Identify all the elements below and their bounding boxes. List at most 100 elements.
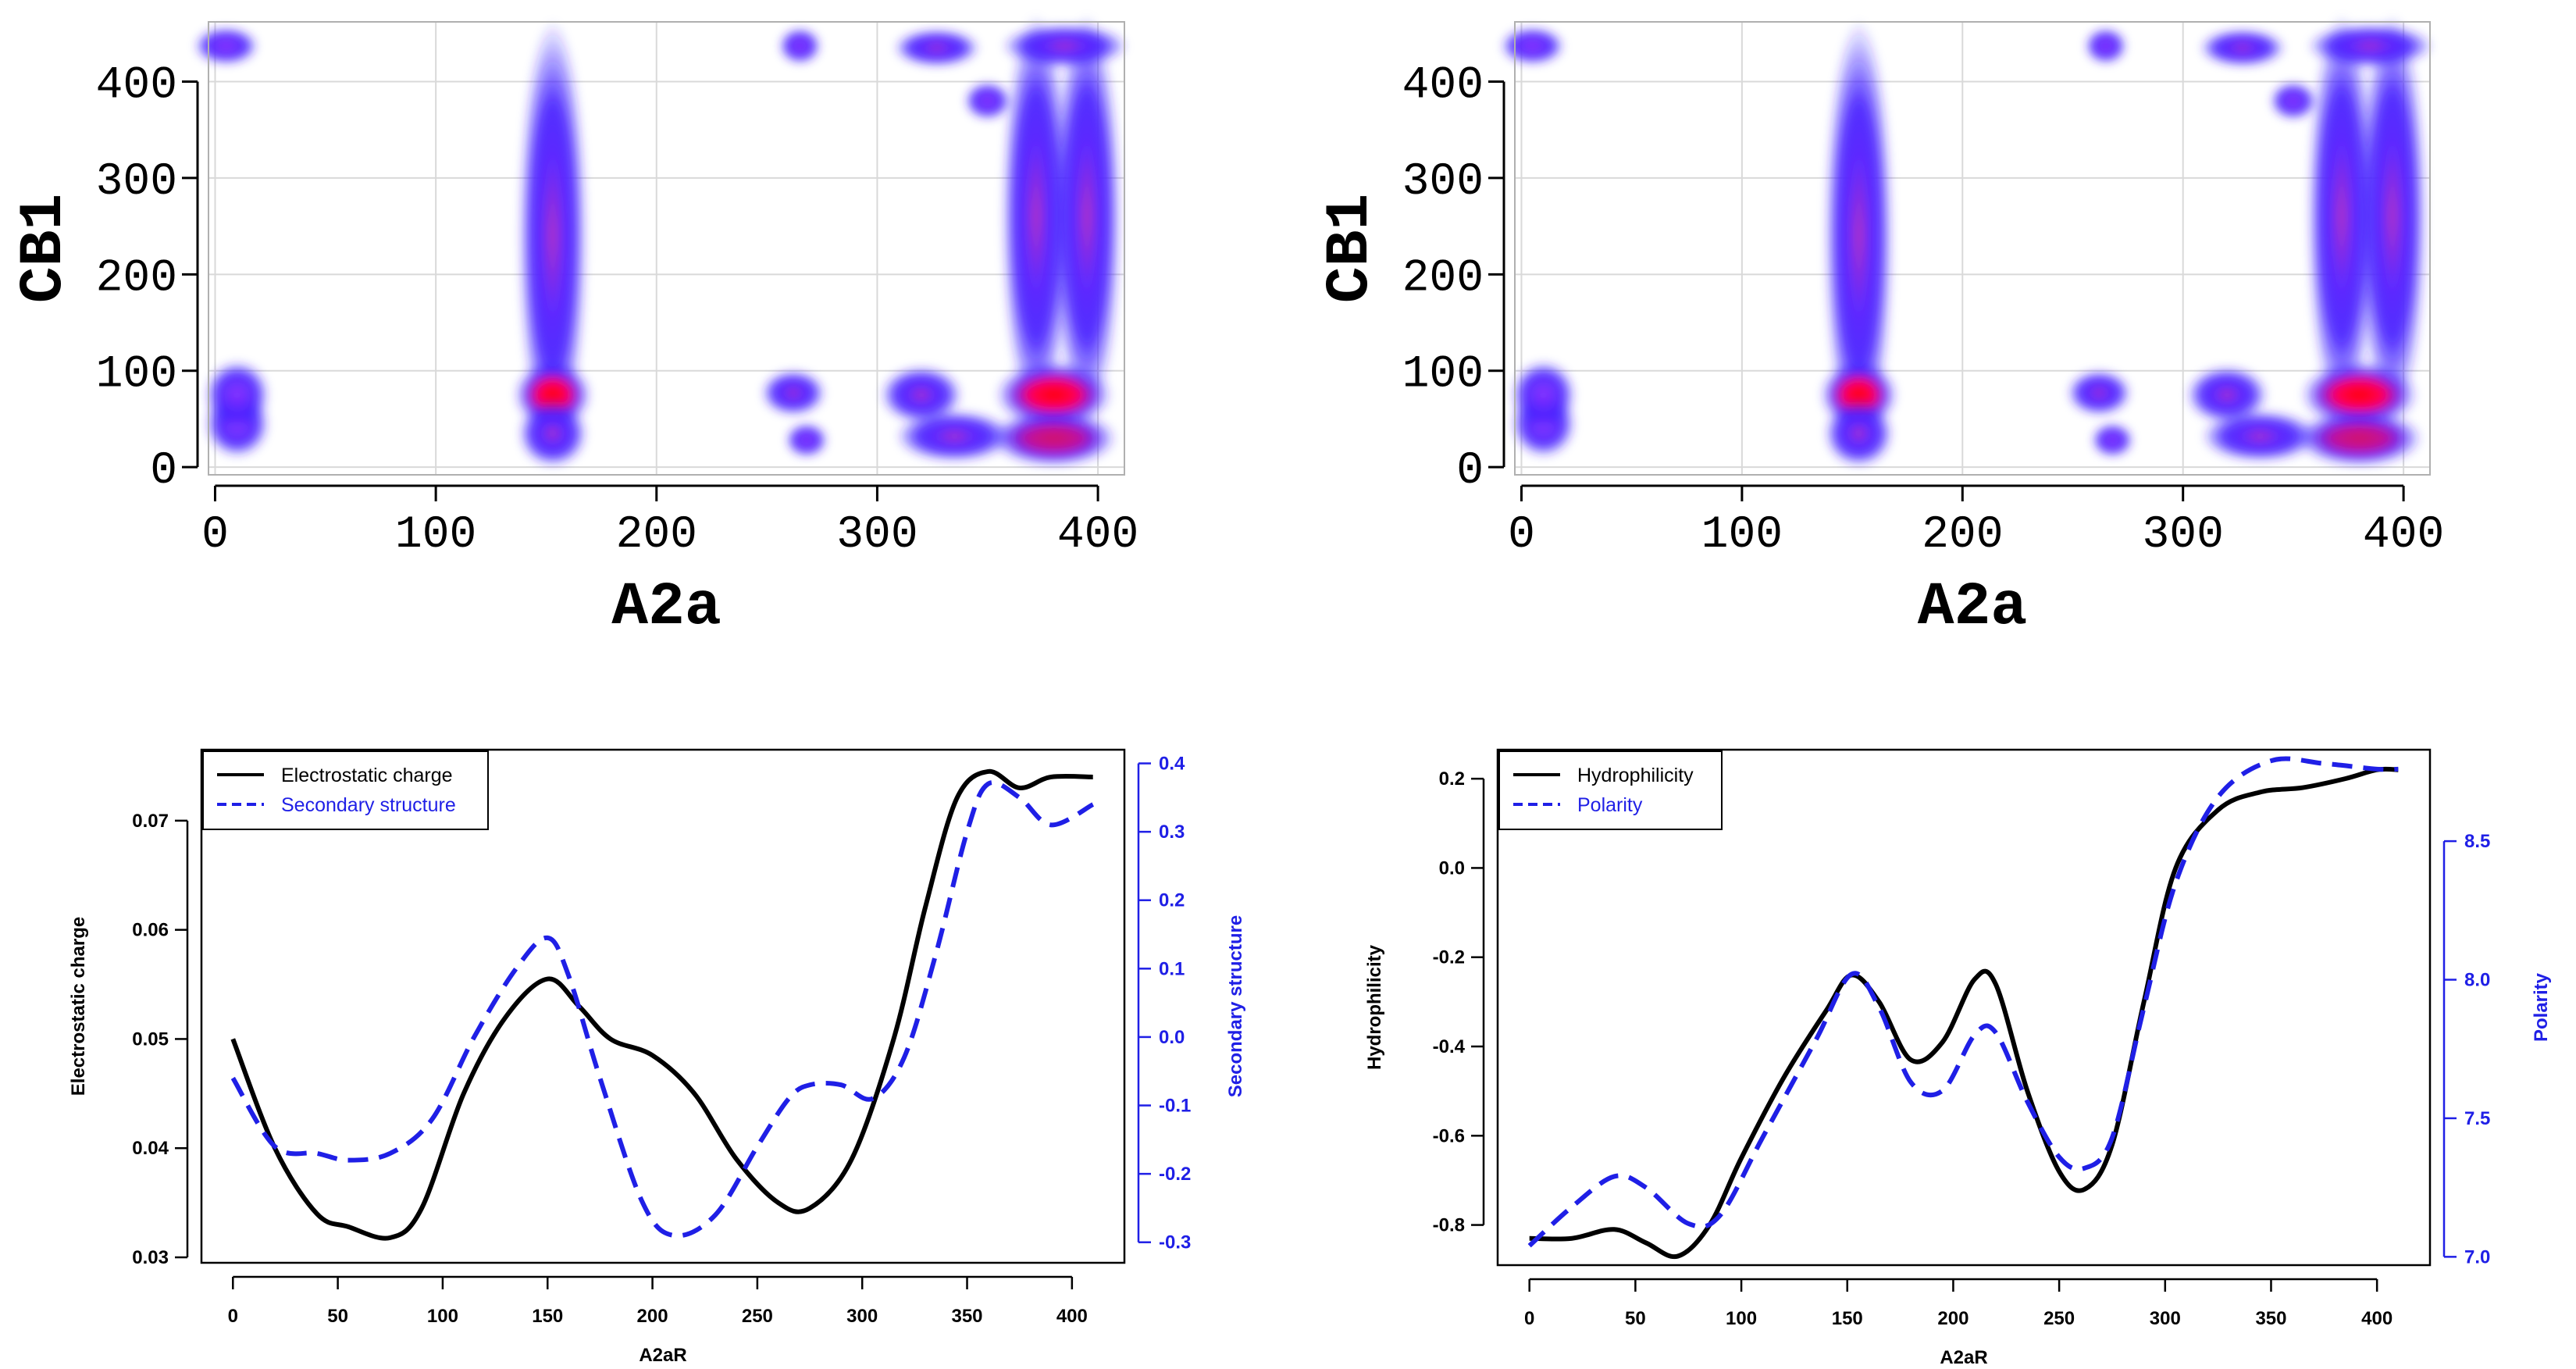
- y-right-axis-title: Polarity: [2531, 972, 2552, 1042]
- y-axis-title: CB1: [1317, 194, 1385, 303]
- x-axis-title: A2a: [611, 573, 721, 642]
- heatmap-warmspot: [2220, 40, 2264, 56]
- y-tick-label: -0.6: [1433, 1125, 1465, 1146]
- y-tick-label: 0.0: [1439, 857, 1465, 879]
- heatmap-warmspot: [914, 40, 959, 56]
- x-tick-label: 150: [1832, 1308, 1863, 1329]
- x-tick-label: 300: [836, 510, 917, 561]
- heatmap-warmspot: [1031, 36, 1099, 55]
- x-tick-label: 100: [427, 1306, 458, 1327]
- x-tick-label: 350: [951, 1306, 982, 1327]
- x-tick-label: 200: [637, 1306, 668, 1327]
- heatmap-warmspot: [536, 417, 570, 450]
- heatmap-cluster: [964, 82, 1011, 120]
- x-tick-label: 0: [1508, 510, 1535, 561]
- y-axis-title: Electrostatic charge: [68, 917, 89, 1096]
- y-right-tick-label: 7.5: [2464, 1108, 2490, 1129]
- heatmap-warmspot: [536, 109, 570, 362]
- heatmap-warmspot: [2325, 98, 2359, 334]
- heatmap-warmspot: [2083, 383, 2115, 403]
- plot-frame: [200, 748, 1126, 1264]
- y-right-tick-label: -0.2: [1159, 1164, 1191, 1185]
- x-tick-label: 400: [1057, 510, 1138, 561]
- y-tick-label: 400: [96, 61, 177, 112]
- x-axis-title: A2aR: [639, 1345, 686, 1366]
- heatmap-hotspot: [2311, 369, 2407, 420]
- legend-label: Hydrophilicity: [1577, 765, 1694, 786]
- heatmap-hotspot: [1002, 417, 1106, 459]
- heatmap-cluster: [1501, 27, 1565, 66]
- series-line-solid: [230, 768, 1093, 1241]
- x-tick-label: 50: [1625, 1308, 1646, 1329]
- y-tick-label: 300: [1402, 157, 1484, 208]
- legend-box: [202, 750, 489, 830]
- x-tick-label: 300: [846, 1306, 878, 1327]
- legend-label: Secondary structure: [281, 794, 456, 816]
- x-tick-label: 400: [1056, 1306, 1088, 1327]
- y-tick-label: 0.07: [132, 811, 169, 832]
- x-tick-label: 400: [2361, 1308, 2393, 1329]
- legend: Hydrophilicity Polarity: [1498, 750, 1723, 830]
- y-tick-label: 0.03: [132, 1247, 169, 1268]
- y-tick-label: 0: [1456, 446, 1484, 497]
- x-tick-label: 350: [2255, 1308, 2286, 1329]
- heatmap-warmspot: [1070, 98, 1104, 334]
- heatmap-clusters: [194, 14, 1128, 467]
- heatmap-warmspot: [2375, 98, 2410, 334]
- legend-label: Polarity: [1577, 794, 1643, 816]
- x-tick-label: 250: [742, 1306, 773, 1327]
- heatmap-warmspot: [778, 383, 809, 403]
- y-tick-label: 0.2: [1439, 768, 1465, 790]
- heatmap-cluster: [194, 27, 258, 66]
- y-right-tick-label: 8.5: [2464, 831, 2490, 852]
- heatmap-cluster: [786, 422, 828, 458]
- heatmap-cluster: [1512, 361, 1576, 429]
- series-line-dashed: [1527, 756, 2399, 1248]
- y-right-tick-label: 0.0: [1159, 1027, 1185, 1048]
- heatmap-cluster: [2091, 422, 2133, 458]
- heatmap-warmspot: [923, 424, 986, 448]
- chart-panel-top-right: 0 100 200 300 400 0 100 200 300 400 A2a CB1: [1317, 14, 2444, 642]
- x-tick-label: 0: [201, 510, 229, 561]
- heatmap-warmspot: [900, 381, 942, 408]
- y-tick-label: -0.2: [1433, 947, 1465, 968]
- series-line-dashed: [230, 780, 1095, 1239]
- y-right-tick-label: 0.4: [1159, 754, 1185, 775]
- y-tick-label: 0.05: [132, 1029, 169, 1050]
- y-tick-label: 400: [1402, 61, 1484, 112]
- y-right-tick-label: 0.2: [1159, 890, 1185, 911]
- heatmap-warmspot: [1842, 109, 1876, 362]
- y-tick-label: 100: [1402, 350, 1484, 401]
- x-tick-label: 50: [327, 1306, 348, 1327]
- x-tick-label: 200: [1937, 1308, 1969, 1329]
- heatmap-warmspot: [1842, 417, 1876, 450]
- y-right-tick-label: 0.3: [1159, 822, 1185, 843]
- heatmap-cluster: [205, 361, 269, 429]
- x-tick-label: 200: [616, 510, 697, 561]
- y-tick-label: -0.4: [1433, 1036, 1466, 1057]
- x-axis-title: A2aR: [1940, 1347, 1987, 1368]
- legend-box: [1498, 750, 1723, 830]
- y-tick-label: 200: [96, 253, 177, 304]
- x-tick-label: 300: [2150, 1308, 2181, 1329]
- y-tick-label: 300: [96, 157, 177, 208]
- heatmap-warmspot: [2336, 36, 2405, 55]
- y-tick-label: 0: [150, 446, 177, 497]
- heatmap-cluster: [2085, 27, 2127, 64]
- x-tick-label: 100: [395, 510, 476, 561]
- y-tick-label: 0.06: [132, 920, 169, 941]
- heatmap-cluster: [2270, 82, 2317, 120]
- x-tick-label: 300: [2142, 510, 2223, 561]
- y-right-tick-label: 8.0: [2464, 970, 2490, 991]
- heatmap-clusters: [1501, 14, 2433, 467]
- chart-panel-bottom-right: 0 50 100 150 200 250 300 350 400 A2aR -0.8 -0.6 -0.4…: [1364, 748, 2552, 1368]
- chart-panel-top-left: 0 100 200 300 400 0 100 200 300 400 A2a CB1: [10, 14, 1138, 642]
- x-tick-label: 200: [1922, 510, 2003, 561]
- chart-panel-bottom-left: 0 50 100 150 200 250 300 350 400 A2aR 0.03 0.04 0.05…: [68, 748, 1246, 1366]
- x-tick-label: 100: [1726, 1308, 1757, 1329]
- heatmap-warmspot: [2206, 381, 2248, 408]
- y-right-tick-label: -0.1: [1159, 1096, 1191, 1117]
- heatmap-hotspot: [1006, 369, 1102, 420]
- y-right-tick-label: 0.1: [1159, 958, 1185, 979]
